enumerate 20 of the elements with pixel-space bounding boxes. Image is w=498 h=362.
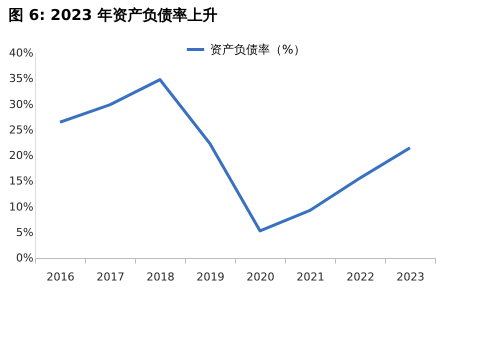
x-tick-label: 2017 <box>96 270 124 284</box>
x-tick-label: 2022 <box>346 270 374 284</box>
x-tick-label: 2021 <box>296 270 324 284</box>
y-tick-label: 20% <box>9 149 34 162</box>
y-tick-label: 30% <box>9 98 34 111</box>
y-tick-label: 15% <box>9 174 34 188</box>
y-tick-label: 40% <box>9 46 34 60</box>
y-tick-label: 5% <box>16 226 34 239</box>
x-tick-label: 2018 <box>146 270 174 284</box>
x-tick-label: 2016 <box>46 270 74 284</box>
x-tick-label: 2020 <box>246 270 274 284</box>
y-tick-label: 35% <box>9 72 34 86</box>
y-tick-label: 0% <box>16 252 34 264</box>
y-tick-label: 25% <box>9 123 34 136</box>
x-tick-label: 2019 <box>196 270 224 284</box>
x-tick-label: 2023 <box>396 270 424 284</box>
legend-label: 资产负债率（%） <box>210 42 306 56</box>
line-series <box>58 78 412 232</box>
y-tick-label: 10% <box>9 200 34 214</box>
chart-title: 图 6: 2023 年资产负债率上升 <box>8 6 218 24</box>
